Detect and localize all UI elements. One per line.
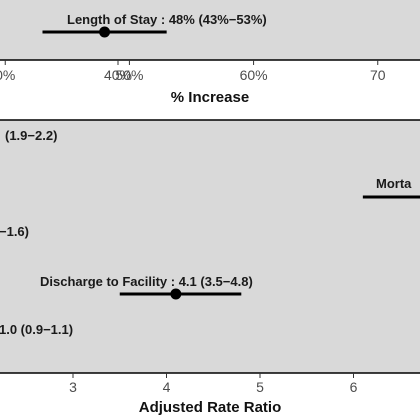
- bottom-tick-label: 6: [350, 379, 358, 395]
- length-of-stay-point: [99, 26, 111, 38]
- bottom-tick-label: 3: [69, 379, 77, 395]
- bottom-tick-label: 4: [163, 379, 171, 395]
- discharge-to-facility-label: Discharge to Facility : 4.1 (3.5−4.8): [40, 274, 253, 289]
- top-x-axis-title: % Increase: [171, 89, 249, 106]
- bottom-panel-background: [0, 119, 420, 374]
- bottom-tick-label: 5: [256, 379, 264, 395]
- top-tick-label: 60%: [240, 67, 268, 83]
- discharge-point: [170, 288, 182, 300]
- top-tick-label-40: 40%: [104, 67, 132, 83]
- top-tick-label: 50%: [115, 67, 143, 83]
- mortality-label: Morta: [376, 176, 412, 191]
- top-tick-label: 70: [370, 67, 386, 83]
- length-of-stay-label: Length of Stay : 48% (43%−53%): [67, 12, 267, 27]
- bottom-x-axis-title: Adjusted Rate Ratio: [139, 399, 282, 416]
- top-panel-background: [0, 0, 420, 61]
- row5-label: 1.0 (0.9−1.1): [0, 322, 73, 337]
- top-tick-label: 0%: [0, 67, 15, 83]
- row1-label: (1.9−2.2): [5, 128, 57, 143]
- row3-label: −1.6): [0, 224, 29, 239]
